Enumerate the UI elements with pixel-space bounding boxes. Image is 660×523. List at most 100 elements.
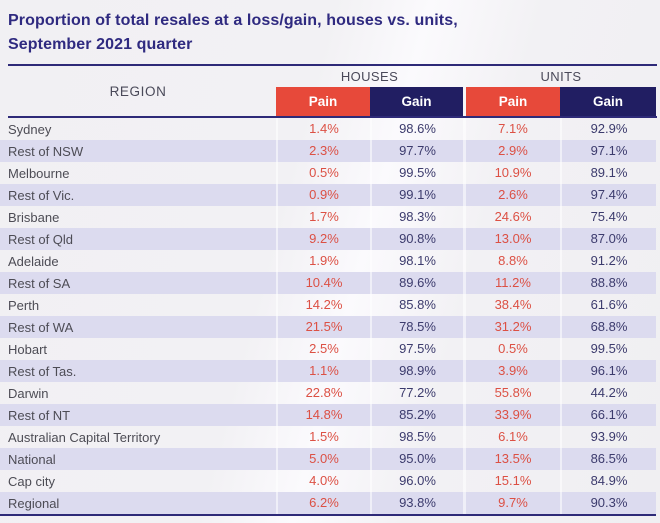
houses-gain-value: 93.8% bbox=[370, 492, 463, 514]
units-gain-value: 68.8% bbox=[560, 316, 656, 338]
header-bottom-rule bbox=[8, 116, 657, 118]
houses-pain-header: Pain bbox=[276, 87, 370, 116]
units-pain-value: 9.7% bbox=[463, 492, 560, 514]
region-cell: Rest of NT bbox=[8, 407, 71, 423]
houses-group-label: HOUSES bbox=[340, 69, 399, 84]
houses-gain-header: Gain bbox=[370, 87, 463, 116]
units-gain-value: 93.9% bbox=[560, 426, 656, 448]
table-row: Melbourne 0.5% 99.5% 10.9% 89.1% bbox=[0, 162, 656, 184]
table-row: Rest of WA 21.5% 78.5% 31.2% 68.8% bbox=[0, 316, 656, 338]
houses-pain-value: 14.8% bbox=[276, 404, 370, 426]
houses-gain-value: 98.1% bbox=[370, 250, 463, 272]
houses-gain-value: 89.6% bbox=[370, 272, 463, 294]
units-pain-value: 55.8% bbox=[463, 382, 560, 404]
region-cell: Darwin bbox=[8, 385, 49, 401]
houses-gain-value: 90.8% bbox=[370, 228, 463, 250]
page-title: Proportion of total resales at a loss/ga… bbox=[8, 9, 652, 57]
houses-pain-value: 9.2% bbox=[276, 228, 370, 250]
region-cell: Adelaide bbox=[8, 253, 59, 269]
units-pain-value: 6.1% bbox=[463, 426, 560, 448]
region-cell: Rest of NSW bbox=[8, 143, 84, 159]
houses-gain-value: 97.7% bbox=[370, 140, 463, 162]
region-cell: Rest of WA bbox=[8, 319, 74, 335]
houses-pain-value: 1.5% bbox=[276, 426, 370, 448]
houses-pain-value: 1.1% bbox=[276, 360, 370, 382]
units-gain-value: 90.3% bbox=[560, 492, 656, 514]
houses-gain-value: 98.5% bbox=[370, 426, 463, 448]
houses-gain-value: 98.3% bbox=[370, 206, 463, 228]
units-gain-value: 96.1% bbox=[560, 360, 656, 382]
units-gain-value: 84.9% bbox=[560, 470, 656, 492]
units-pain-value: 33.9% bbox=[463, 404, 560, 426]
houses-pain-value: 2.3% bbox=[276, 140, 370, 162]
units-pain-value: 11.2% bbox=[463, 272, 560, 294]
region-cell: Melbourne bbox=[8, 165, 70, 181]
houses-pain-value: 0.9% bbox=[276, 184, 370, 206]
houses-pain-value: 14.2% bbox=[276, 294, 370, 316]
houses-gain-value: 98.9% bbox=[370, 360, 463, 382]
houses-gain-value: 78.5% bbox=[370, 316, 463, 338]
table-header: REGION HOUSES Pain Gain UNITS Pain Gain bbox=[0, 66, 660, 116]
region-column-header: REGION bbox=[109, 83, 167, 99]
page-title-line1: Proportion of total resales at a loss/ga… bbox=[8, 12, 458, 29]
houses-pain-value: 5.0% bbox=[276, 448, 370, 470]
units-pain-value: 2.9% bbox=[463, 140, 560, 162]
houses-pain-value: 1.9% bbox=[276, 250, 370, 272]
houses-column-group: HOUSES Pain Gain bbox=[276, 66, 463, 116]
page-title-line2: September 2021 quarter bbox=[8, 36, 193, 53]
table-row: Australian Capital Territory 1.5% 98.5% … bbox=[0, 426, 656, 448]
houses-gain-value: 98.6% bbox=[370, 118, 463, 140]
units-gain-value: 92.9% bbox=[560, 118, 656, 140]
units-gain-value: 44.2% bbox=[560, 382, 656, 404]
houses-subheaders: Pain Gain bbox=[276, 87, 463, 116]
table-row: Darwin 22.8% 77.2% 55.8% 44.2% bbox=[0, 382, 656, 404]
units-subheaders: Pain Gain bbox=[466, 87, 656, 116]
houses-pain-value: 1.7% bbox=[276, 206, 370, 228]
table-row: Perth 14.2% 85.8% 38.4% 61.6% bbox=[0, 294, 656, 316]
units-pain-value: 13.0% bbox=[463, 228, 560, 250]
houses-pain-value: 0.5% bbox=[276, 162, 370, 184]
region-cell: Hobart bbox=[8, 341, 48, 357]
table-row: Regional 6.2% 93.8% 9.7% 90.3% bbox=[0, 492, 656, 514]
houses-gain-value: 96.0% bbox=[370, 470, 463, 492]
table-row: National 5.0% 95.0% 13.5% 86.5% bbox=[0, 448, 656, 470]
table-row: Rest of SA 10.4% 89.6% 11.2% 88.8% bbox=[0, 272, 656, 294]
units-pain-value: 7.1% bbox=[463, 118, 560, 140]
units-pain-value: 8.8% bbox=[463, 250, 560, 272]
table-row: Rest of Qld 9.2% 90.8% 13.0% 87.0% bbox=[0, 228, 656, 250]
houses-pain-value: 2.5% bbox=[276, 338, 370, 360]
houses-gain-value: 95.0% bbox=[370, 448, 463, 470]
units-gain-value: 97.4% bbox=[560, 184, 656, 206]
units-pain-value: 0.5% bbox=[463, 338, 560, 360]
units-gain-value: 99.5% bbox=[560, 338, 656, 360]
region-cell: Sydney bbox=[8, 121, 52, 137]
houses-pain-value: 6.2% bbox=[276, 492, 370, 514]
units-gain-value: 91.2% bbox=[560, 250, 656, 272]
table-body: Sydney 1.4% 98.6% 7.1% 92.9% Rest of NSW… bbox=[0, 118, 656, 514]
table-row: Adelaide 1.9% 98.1% 8.8% 91.2% bbox=[0, 250, 656, 272]
table-row: Rest of Vic. 0.9% 99.1% 2.6% 97.4% bbox=[0, 184, 656, 206]
region-cell: Cap city bbox=[8, 473, 55, 489]
report-page: { "title": { "line1": "Proportion of tot… bbox=[0, 9, 660, 523]
units-gain-value: 97.1% bbox=[560, 140, 656, 162]
houses-gain-value: 85.8% bbox=[370, 294, 463, 316]
units-gain-value: 89.1% bbox=[560, 162, 656, 184]
region-cell: Rest of SA bbox=[8, 275, 71, 291]
houses-gain-value: 85.2% bbox=[370, 404, 463, 426]
table-row: Rest of NT 14.8% 85.2% 33.9% 66.1% bbox=[0, 404, 656, 426]
table-row: Cap city 4.0% 96.0% 15.1% 84.9% bbox=[0, 470, 656, 492]
houses-gain-value: 99.5% bbox=[370, 162, 463, 184]
table-top-rule bbox=[8, 64, 657, 66]
table-row: Rest of Tas. 1.1% 98.9% 3.9% 96.1% bbox=[0, 360, 656, 382]
houses-pain-value: 22.8% bbox=[276, 382, 370, 404]
units-group-label: UNITS bbox=[540, 69, 582, 84]
region-cell: Australian Capital Territory bbox=[8, 429, 161, 445]
units-gain-value: 66.1% bbox=[560, 404, 656, 426]
units-gain-value: 75.4% bbox=[560, 206, 656, 228]
region-cell: Brisbane bbox=[8, 209, 60, 225]
units-gain-value: 61.6% bbox=[560, 294, 656, 316]
region-cell: Perth bbox=[8, 297, 40, 313]
units-gain-value: 87.0% bbox=[560, 228, 656, 250]
region-cell: Rest of Tas. bbox=[8, 363, 77, 379]
units-gain-value: 88.8% bbox=[560, 272, 656, 294]
